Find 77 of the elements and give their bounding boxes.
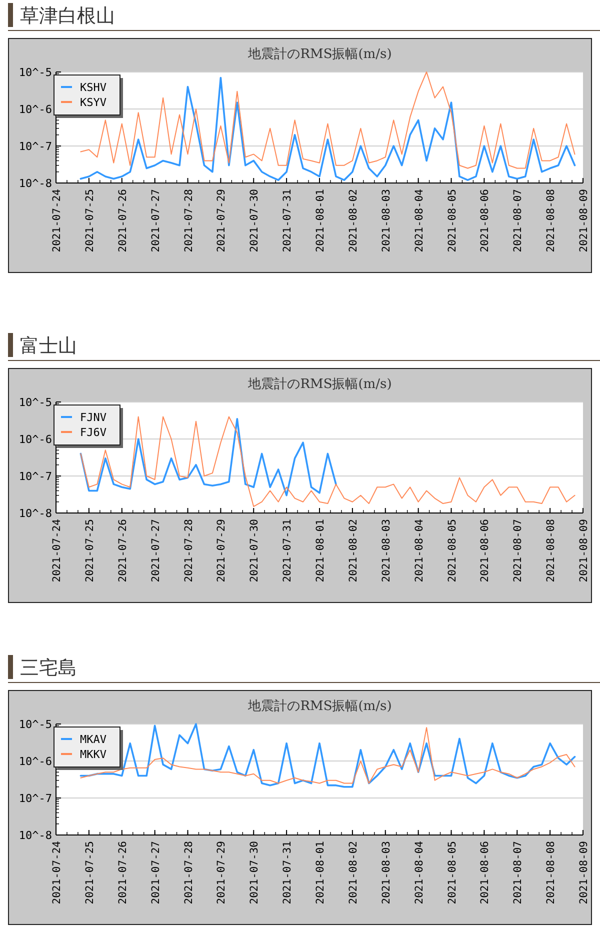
y-tick-label: 10^-8 <box>18 507 52 520</box>
x-tick-label: 2021-08-02 <box>347 189 360 252</box>
x-tick-label: 2021-07-24 <box>51 189 63 252</box>
y-tick-label: 10^-8 <box>18 829 52 842</box>
x-tick-label: 2021-07-29 <box>216 841 228 904</box>
x-tick-label: 2021-08-02 <box>347 519 360 582</box>
y-tick-label: 10^-6 <box>18 755 52 768</box>
x-tick-label: 2021-08-01 <box>314 189 326 252</box>
x-tick-label: 2021-07-26 <box>116 519 129 582</box>
x-tick-label: 2021-08-01 <box>314 519 326 582</box>
x-tick-label: 2021-08-06 <box>479 841 492 904</box>
x-tick-label: 2021-07-25 <box>84 841 96 904</box>
x-tick-label: 2021-07-25 <box>84 189 96 252</box>
x-tick-label: 2021-07-30 <box>248 189 261 252</box>
x-tick-label: 2021-07-29 <box>216 519 228 582</box>
x-tick-label: 2021-07-27 <box>150 189 162 252</box>
x-tick-label: 2021-07-31 <box>282 189 294 252</box>
x-tick-label: 2021-07-29 <box>216 189 228 252</box>
x-tick-label: 2021-08-02 <box>347 841 360 904</box>
x-tick-label: 2021-08-05 <box>446 841 458 904</box>
legend-label: FJNV <box>80 411 107 424</box>
legend-label: KSHV <box>80 81 107 94</box>
y-tick-label: 10^-6 <box>18 103 52 116</box>
x-tick-label: 2021-08-03 <box>380 519 392 582</box>
x-tick-label: 2021-08-05 <box>446 519 458 582</box>
x-tick-label: 2021-08-08 <box>545 841 558 904</box>
legend-label: MKKV <box>80 748 107 761</box>
y-tick-label: 10^-7 <box>18 140 52 153</box>
x-tick-label: 2021-08-09 <box>578 189 590 252</box>
chart-subtitle: 地震計のRMS振幅(m/s) <box>247 47 392 62</box>
x-tick-label: 2021-07-24 <box>51 519 63 582</box>
x-tick-label: 2021-07-26 <box>116 189 129 252</box>
line-series <box>80 72 576 169</box>
x-tick-label: 2021-08-07 <box>512 189 524 252</box>
x-tick-label: 2021-08-03 <box>380 841 392 904</box>
y-tick-label: 10^-7 <box>18 792 52 805</box>
y-tick-label: 10^-8 <box>18 177 52 190</box>
legend-label: MKAV <box>80 733 107 746</box>
chart-title: 富士山 <box>20 335 77 357</box>
x-tick-label: 2021-08-04 <box>413 841 426 904</box>
x-tick-label: 2021-08-09 <box>578 841 590 904</box>
line-series <box>80 76 576 181</box>
x-tick-label: 2021-08-08 <box>545 189 558 252</box>
x-tick-label: 2021-07-28 <box>182 841 195 904</box>
y-tick-label: 10^-5 <box>18 718 52 731</box>
x-tick-label: 2021-07-27 <box>150 841 162 904</box>
x-tick-label: 2021-07-30 <box>248 841 261 904</box>
x-tick-label: 2021-07-31 <box>282 519 294 582</box>
chart-title: 草津白根山 <box>20 5 115 27</box>
x-tick-label: 2021-08-06 <box>479 519 492 582</box>
x-tick-label: 2021-08-07 <box>512 841 524 904</box>
x-tick-label: 2021-08-04 <box>413 519 426 582</box>
legend-label: FJ6V <box>80 426 107 439</box>
x-tick-label: 2021-08-06 <box>479 189 492 252</box>
legend-label: KSYV <box>80 96 107 109</box>
x-tick-label: 2021-07-28 <box>182 519 195 582</box>
x-tick-label: 2021-08-09 <box>578 519 590 582</box>
x-tick-label: 2021-07-26 <box>116 841 129 904</box>
x-tick-label: 2021-08-05 <box>446 189 458 252</box>
y-tick-label: 10^-6 <box>18 433 52 446</box>
y-tick-label: 10^-5 <box>18 66 52 79</box>
chart-subtitle: 地震計のRMS振幅(m/s) <box>247 377 392 392</box>
y-tick-label: 10^-5 <box>18 396 52 409</box>
x-tick-label: 2021-08-07 <box>512 519 524 582</box>
x-tick-label: 2021-07-31 <box>282 841 294 904</box>
x-tick-label: 2021-08-03 <box>380 189 392 252</box>
x-tick-label: 2021-07-25 <box>84 519 96 582</box>
x-tick-label: 2021-07-24 <box>51 841 63 904</box>
x-tick-label: 2021-07-28 <box>182 189 195 252</box>
y-tick-label: 10^-7 <box>18 470 52 483</box>
x-tick-label: 2021-07-30 <box>248 519 261 582</box>
x-tick-label: 2021-08-01 <box>314 841 326 904</box>
x-tick-label: 2021-08-08 <box>545 519 558 582</box>
x-tick-label: 2021-07-27 <box>150 519 162 582</box>
chart-title: 三宅島 <box>20 657 77 679</box>
x-tick-label: 2021-08-04 <box>413 189 426 252</box>
chart-subtitle: 地震計のRMS振幅(m/s) <box>247 699 392 714</box>
